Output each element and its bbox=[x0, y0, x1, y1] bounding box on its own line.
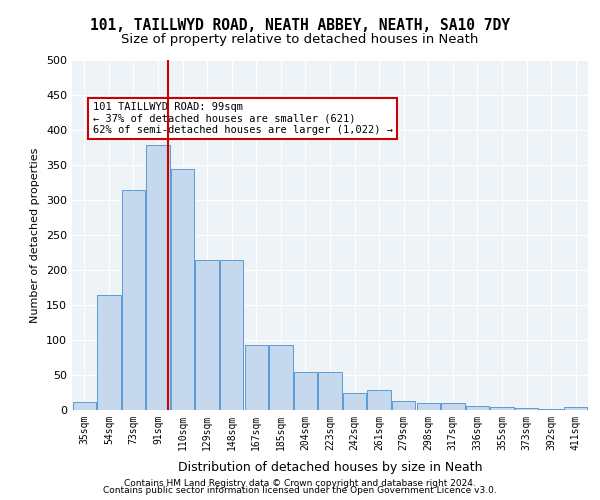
Bar bbox=[122, 190, 145, 410]
Bar bbox=[416, 403, 440, 410]
Bar bbox=[343, 392, 366, 410]
Text: Size of property relative to detached houses in Neath: Size of property relative to detached ho… bbox=[121, 32, 479, 46]
Text: 101 TAILLWYD ROAD: 99sqm
← 37% of detached houses are smaller (621)
62% of semi-: 101 TAILLWYD ROAD: 99sqm ← 37% of detach… bbox=[92, 102, 392, 135]
Bar bbox=[466, 406, 489, 410]
Bar bbox=[220, 260, 244, 410]
Bar bbox=[294, 372, 317, 410]
Bar bbox=[319, 372, 341, 410]
Text: Contains HM Land Registry data © Crown copyright and database right 2024.: Contains HM Land Registry data © Crown c… bbox=[124, 478, 476, 488]
Bar bbox=[441, 403, 464, 410]
Bar bbox=[97, 294, 121, 410]
Bar bbox=[196, 260, 219, 410]
Y-axis label: Number of detached properties: Number of detached properties bbox=[31, 148, 40, 322]
Bar bbox=[171, 168, 194, 410]
X-axis label: Distribution of detached houses by size in Neath: Distribution of detached houses by size … bbox=[178, 461, 482, 474]
Bar bbox=[245, 345, 268, 410]
Text: Contains public sector information licensed under the Open Government Licence v3: Contains public sector information licen… bbox=[103, 486, 497, 495]
Text: 101, TAILLWYD ROAD, NEATH ABBEY, NEATH, SA10 7DY: 101, TAILLWYD ROAD, NEATH ABBEY, NEATH, … bbox=[90, 18, 510, 32]
Bar bbox=[515, 408, 538, 410]
Bar bbox=[392, 401, 415, 410]
Bar bbox=[367, 390, 391, 410]
Bar bbox=[564, 407, 587, 410]
Bar bbox=[269, 345, 293, 410]
Bar bbox=[73, 402, 96, 410]
Bar bbox=[146, 146, 170, 410]
Bar bbox=[490, 406, 514, 410]
